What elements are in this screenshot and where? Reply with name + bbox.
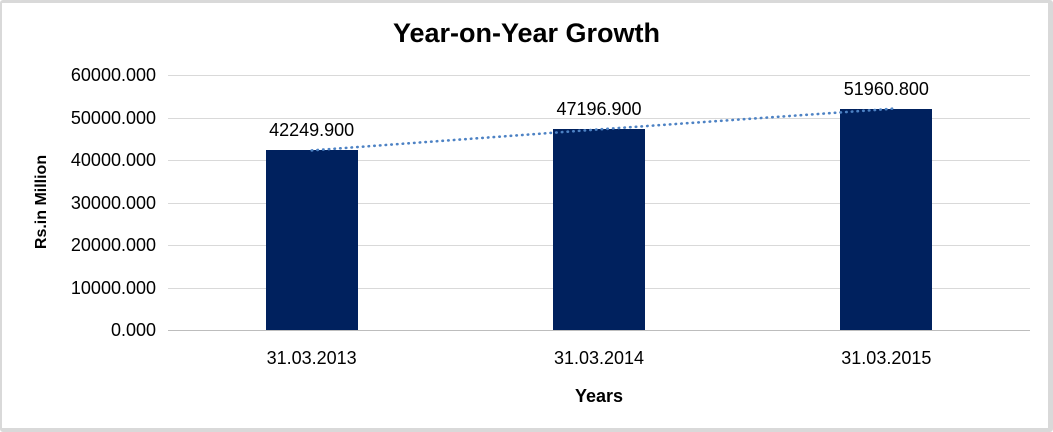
y-tick-label: 10000.000 — [70, 277, 156, 298]
bar-value-label: 51960.800 — [843, 79, 929, 100]
gridline — [168, 75, 1030, 76]
y-tick-label: 40000.000 — [70, 150, 156, 170]
x-tick-label: 31.03.2015 — [841, 348, 932, 368]
y-tick-label: 60000.000 — [70, 65, 156, 85]
bar-value-label: 47196.900 — [556, 99, 642, 120]
x-tick-label: 31.03.2014 — [553, 348, 645, 368]
y-tick-label: 30000.000 — [70, 192, 156, 213]
chart-title: Year-on-Year Growth — [392, 18, 661, 48]
y-tick-label: 50000.000 — [70, 107, 156, 128]
bar-value-label: 42249.900 — [269, 120, 355, 141]
x-tick-label: 31.03.2013 — [266, 348, 357, 368]
bar-31.03.2015 — [840, 109, 933, 330]
bar-31.03.2013 — [265, 150, 358, 330]
x-axis-title: Years — [574, 386, 624, 406]
y-tick-label: 0.000 — [110, 320, 156, 340]
x-axis-line — [168, 330, 1030, 331]
bar-31.03.2014 — [553, 129, 645, 330]
y-tick-label: 20000.000 — [70, 235, 156, 255]
